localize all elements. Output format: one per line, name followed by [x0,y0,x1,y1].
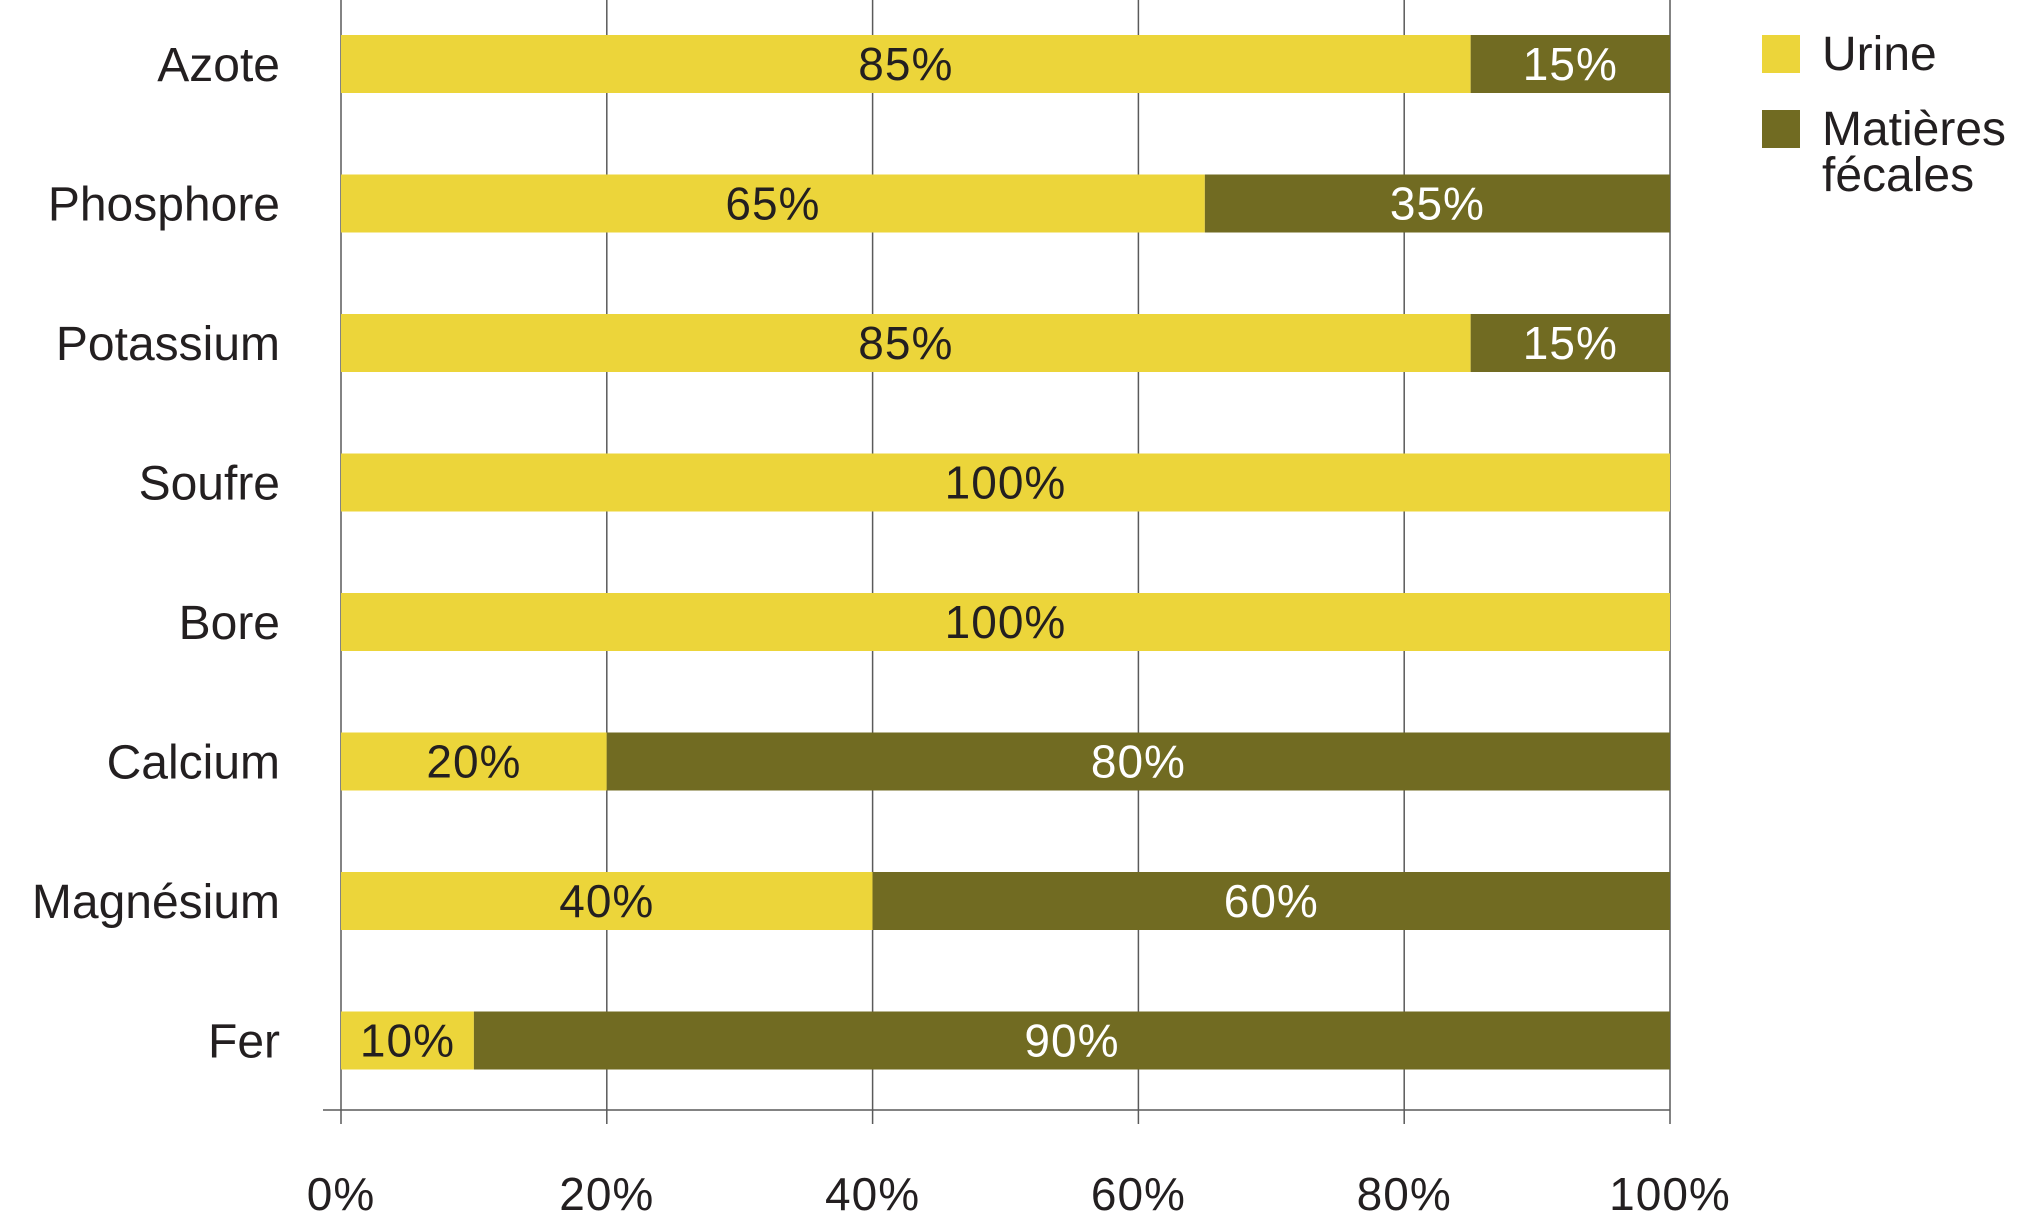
bar-label-fer-matieres-fecales: 90% [1024,1015,1119,1067]
bar-soufre-urine [341,453,1670,512]
bar-potassium-urine [341,314,1471,372]
legend-label-urine: Urine [1822,28,1937,81]
category-label-soufre: Soufre [139,458,280,511]
bar-calcium-urine [341,732,607,791]
legend-swatch-matieres-fecales [1762,110,1800,148]
bar-phosphore-urine [341,174,1205,233]
x-axis: 0% 20% 40% 60% 80% 100% [307,1109,1731,1220]
bar-label-calcium-urine: 20% [426,736,521,788]
category-label-magnesium: Magnésium [32,876,280,929]
category-label-phosphore: Phosphore [48,179,280,232]
bar-fer-urine [341,1011,474,1070]
bar-label-azote-urine: 85% [858,38,953,90]
category-label-calcium: Calcium [107,737,280,790]
bar-label-fer-urine: 10% [360,1015,455,1067]
bar-calcium-matieres-fecales [606,732,1670,791]
bar-label-potassium-urine: 85% [858,317,953,369]
bar-label-potassium-matieres-fecales: 15% [1523,317,1618,369]
x-tick-label-40: 40% [825,1168,920,1220]
x-tick-label-20: 20% [559,1168,654,1220]
legend-swatch-urine [1762,35,1800,73]
bar-magnesium-matieres-fecales [872,872,1670,930]
bar-label-azote-matieres-fecales: 15% [1523,38,1618,90]
category-label-potassium: Potassium [56,318,280,371]
x-tick-label-100: 100% [1609,1168,1731,1220]
bar-label-magnesium-matieres-fecales: 60% [1224,875,1319,927]
bar-label-bore-urine: 100% [945,596,1067,648]
bar-magnesium-urine [341,872,873,930]
category-label-azote: Azote [157,39,280,92]
category-label-bore: Bore [179,597,280,650]
category-labels: Azote Phosphore Potassium Soufre Bore Calcium… [32,39,280,1069]
bar-phosphore-matieres-fecales [1204,174,1670,233]
bar-fer-matieres-fecales [473,1011,1670,1070]
bar-azote-urine [341,35,1471,93]
bar-bore-urine [341,593,1670,651]
bar-label-calcium-matieres-fecales: 80% [1091,736,1186,788]
bar-label-magnesium-urine: 40% [559,875,654,927]
legend: Urine Matières fécales [1762,28,2006,202]
x-tick-label-60: 60% [1091,1168,1186,1220]
bar-azote-matieres-fecales [1470,35,1670,93]
bar-label-soufre-urine: 100% [945,457,1067,509]
legend-label-matieres-fecales: Matières fécales [1822,103,2006,202]
grid-layer [340,0,1671,1124]
bar-label-phosphore-matieres-fecales: 35% [1390,178,1485,230]
category-label-fer: Fer [208,1016,280,1069]
x-tick-label-0: 0% [307,1168,375,1220]
bar-label-phosphore-urine: 65% [725,178,820,230]
bars-layer: 85% 15% 65% 35% 85% 15% 100% 100% 20% 80% 40% 60% 10… [341,35,1670,1070]
bar-potassium-matieres-fecales [1470,314,1670,372]
x-tick-label-80: 80% [1357,1168,1452,1220]
